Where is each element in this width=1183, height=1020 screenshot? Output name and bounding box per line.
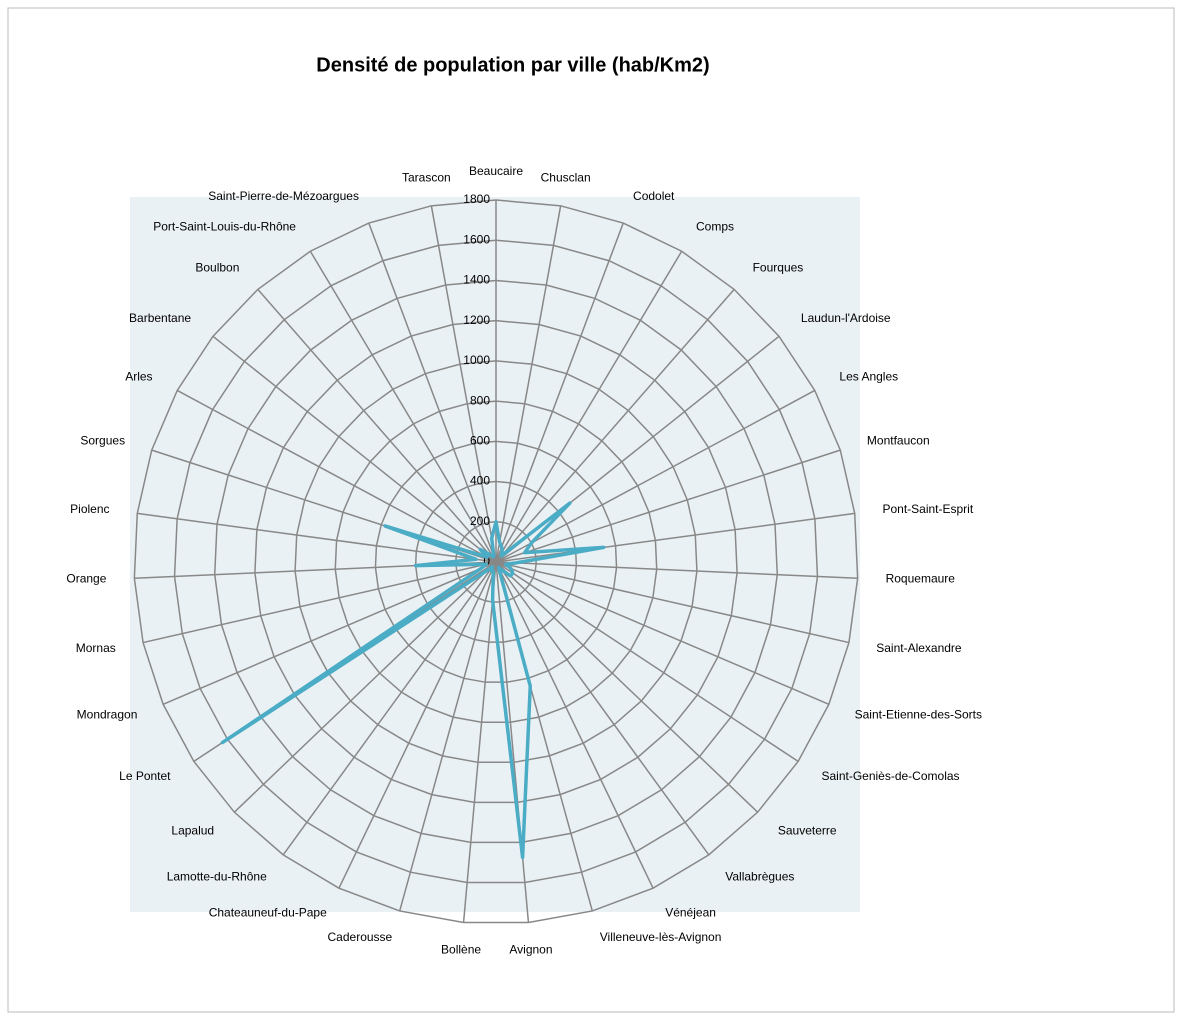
chart-title: Densité de population par ville (hab/Km2… xyxy=(316,54,709,76)
category-label: Lamotte-du-Rhône xyxy=(167,870,267,884)
category-label: Fourques xyxy=(753,260,804,274)
spoke xyxy=(462,561,497,923)
spoke xyxy=(309,250,497,563)
category-label: Les Angles xyxy=(839,369,898,383)
spoke xyxy=(233,561,497,813)
category-label: Saint-Alexandre xyxy=(876,641,962,655)
category-label: Sauveterre xyxy=(778,824,837,838)
grid-ring xyxy=(173,239,819,884)
category-label: Tarascon xyxy=(402,170,451,184)
y-tick-label: 1800 xyxy=(463,192,490,206)
category-label: Orange xyxy=(66,572,106,586)
category-label: Roquemaure xyxy=(886,572,956,586)
category-label: Saint-Geniès-de-Comolas xyxy=(821,769,959,783)
category-label: Laudun-l'Ardoise xyxy=(801,311,891,325)
spoke xyxy=(495,561,830,705)
category-label: Vénéjean xyxy=(665,906,716,920)
spoke xyxy=(495,288,735,563)
spoke xyxy=(495,512,855,563)
category-label: Saint-Pierre-de-Mézoargues xyxy=(208,189,359,203)
category-label: Vallabrègues xyxy=(725,870,794,884)
category-label: Port-Saint-Louis-du-Rhône xyxy=(153,219,296,233)
y-tick-label: 1000 xyxy=(463,353,490,367)
y-tick-label: 800 xyxy=(470,393,490,407)
category-label: Mondragon xyxy=(77,707,138,721)
y-tick-label: 400 xyxy=(470,474,490,488)
grid-ring xyxy=(133,199,859,924)
category-label: Piolenc xyxy=(70,502,109,516)
spoke xyxy=(282,561,497,856)
category-label: Saint-Etienne-des-Sorts xyxy=(855,707,982,721)
y-tick-label: 0 xyxy=(483,554,490,568)
spoke xyxy=(176,389,497,563)
y-tick-label: 1600 xyxy=(463,232,490,246)
grid-ring xyxy=(374,440,618,683)
spoke xyxy=(495,561,850,644)
y-tick-label: 1400 xyxy=(463,273,490,287)
category-label: Caderousse xyxy=(328,930,393,944)
spoke xyxy=(495,222,624,563)
spoke xyxy=(495,561,654,889)
spoke xyxy=(495,561,710,856)
spoke xyxy=(368,222,497,563)
spoke xyxy=(495,561,858,579)
category-label: Villeneuve-lès-Avignon xyxy=(600,930,722,944)
y-tick-label: 200 xyxy=(470,514,490,528)
grid-ring xyxy=(213,279,779,844)
category-label: Pont-Saint-Esprit xyxy=(882,502,973,516)
spoke xyxy=(495,250,683,563)
grid-ring xyxy=(334,400,658,723)
category-label: Mornas xyxy=(76,641,116,655)
category-label: Lapalud xyxy=(171,824,214,838)
category-label: Chusclan xyxy=(541,170,591,184)
spoke xyxy=(430,205,497,563)
spoke xyxy=(495,561,759,813)
spoke xyxy=(212,335,497,563)
category-label: Arles xyxy=(125,369,152,383)
category-label: Codolet xyxy=(633,189,675,203)
category-label: Le Pontet xyxy=(119,769,171,783)
spoke xyxy=(142,561,497,644)
spoke xyxy=(495,205,562,563)
spoke xyxy=(137,512,497,563)
category-label: Sorgues xyxy=(80,434,125,448)
grid-ring xyxy=(294,360,698,764)
category-label: Boulbon xyxy=(195,260,239,274)
grid-ring xyxy=(254,319,738,804)
category-label: Montfaucon xyxy=(867,434,930,448)
category-label: Comps xyxy=(696,219,734,233)
spoke xyxy=(495,561,799,763)
spoke xyxy=(162,561,497,705)
category-label: Barbentane xyxy=(129,311,191,325)
spoke xyxy=(495,561,530,923)
spoke xyxy=(495,389,816,563)
spoke xyxy=(398,561,497,912)
y-tick-label: 600 xyxy=(470,434,490,448)
category-label: Chateauneuf-du-Pape xyxy=(209,906,327,920)
spoke xyxy=(257,288,497,563)
spoke xyxy=(338,561,497,889)
y-tick-label: 1200 xyxy=(463,313,490,327)
category-label: Beaucaire xyxy=(469,164,523,178)
category-label: Avignon xyxy=(509,943,552,957)
category-label: Bollène xyxy=(441,943,481,957)
spoke xyxy=(495,449,841,563)
series-line xyxy=(220,501,606,860)
